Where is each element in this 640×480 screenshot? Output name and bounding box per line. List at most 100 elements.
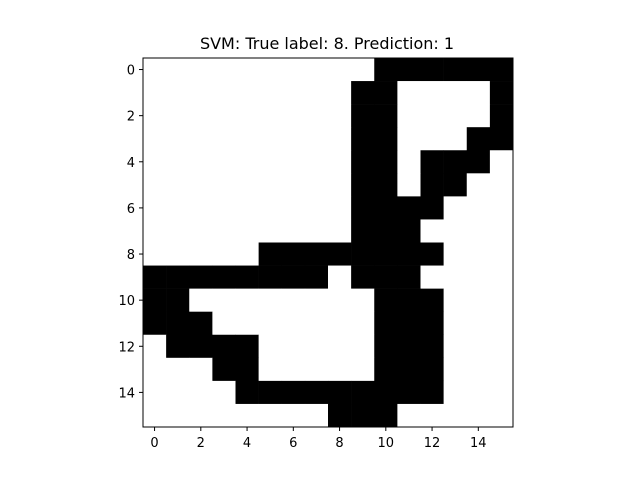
heatmap-cell (397, 150, 421, 174)
heatmap-cell (143, 173, 167, 197)
heatmap-cell (166, 242, 190, 266)
heatmap-cell (212, 104, 236, 128)
heatmap-cell (281, 127, 306, 151)
heatmap-cell (258, 196, 283, 220)
heatmap-cell (166, 173, 190, 197)
heatmap-cell (235, 265, 259, 289)
heatmap-cell (443, 58, 468, 82)
heatmap-cell (489, 380, 514, 405)
heatmap-cell (489, 58, 514, 82)
heatmap-cell (328, 403, 352, 428)
heatmap-cell (374, 219, 398, 243)
heatmap-cell (258, 150, 283, 174)
heatmap-cell (212, 196, 236, 220)
heatmap-cell (166, 288, 190, 312)
heatmap-cell (466, 173, 491, 197)
heatmap-cell (466, 196, 491, 220)
heatmap-cell (351, 58, 375, 82)
heatmap-cell (351, 219, 375, 243)
heatmap-cell (281, 334, 306, 359)
heatmap-cell (304, 150, 329, 174)
heatmap-cell (166, 219, 190, 243)
heatmap-cell (374, 334, 398, 359)
heatmap-cell (443, 104, 468, 128)
heatmap-cell (304, 242, 329, 266)
heatmap-cell (258, 288, 283, 312)
heatmap-cell (397, 58, 421, 82)
heatmap-cell (443, 219, 468, 243)
heatmap-cell (328, 288, 352, 312)
heatmap-cell (328, 265, 352, 289)
heatmap-cell (304, 196, 329, 220)
heatmap-cell (443, 173, 468, 197)
heatmap-cell (304, 104, 329, 128)
heatmap-cell (466, 357, 491, 382)
heatmap-cell (235, 242, 259, 266)
heatmap-cell (351, 242, 375, 266)
heatmap-cell (304, 380, 329, 405)
heatmap-cell (328, 196, 352, 220)
heatmap-cell (351, 196, 375, 220)
y-tick-label: 6 (127, 202, 135, 217)
x-axis: 0 2 4 6 8 10 12 14 (150, 427, 487, 451)
heatmap-cell (374, 150, 398, 174)
heatmap-cell (189, 357, 213, 382)
heatmap-cell (212, 380, 236, 405)
y-tick-label: 2 (127, 110, 135, 125)
heatmap-cell (281, 81, 306, 105)
heatmap-cell (489, 127, 514, 151)
heatmap-cell (235, 357, 259, 382)
heatmap-cell (489, 288, 514, 312)
heatmap-cell (235, 219, 259, 243)
heatmap-cell (443, 311, 468, 336)
heatmap-cell (489, 219, 514, 243)
heatmap-cell (489, 357, 514, 382)
heatmap-cell (351, 150, 375, 174)
heatmap-cell (281, 196, 306, 220)
heatmap-cell (397, 334, 421, 359)
heatmap-cell (143, 403, 167, 428)
heatmap-cell (351, 104, 375, 128)
x-tick-label: 0 (150, 436, 158, 451)
heatmap-cell (258, 81, 283, 105)
heatmap-cell (143, 242, 167, 266)
heatmap-cell (328, 104, 352, 128)
heatmap-cell (443, 357, 468, 382)
heatmap-cell (258, 334, 283, 359)
heatmap-cell (466, 334, 491, 359)
heatmap-cell (235, 127, 259, 151)
heatmap-cell (397, 173, 421, 197)
heatmap-cell (374, 265, 398, 289)
x-tick-label: 4 (243, 436, 251, 451)
heatmap-cell (420, 265, 444, 289)
heatmap-cell (420, 242, 444, 266)
heatmap-cell (212, 357, 236, 382)
heatmap-cell (420, 380, 444, 405)
heatmap-cell (212, 265, 236, 289)
heatmap-cell (443, 81, 468, 105)
heatmap-cell (143, 288, 167, 312)
heatmap-cell (235, 150, 259, 174)
heatmap-cell (281, 150, 306, 174)
heatmap-cell (374, 357, 398, 382)
heatmap-cell (397, 357, 421, 382)
heatmap-cell (143, 334, 167, 359)
heatmap-cell (304, 173, 329, 197)
heatmap-cell (466, 265, 491, 289)
heatmap-cell (143, 127, 167, 151)
heatmap-cell (143, 150, 167, 174)
heatmap-cell (212, 219, 236, 243)
heatmap-cell (328, 58, 352, 82)
y-tick-label: 8 (127, 248, 135, 263)
heatmap-cell (235, 81, 259, 105)
heatmap-cell (466, 242, 491, 266)
heatmap-cell (328, 150, 352, 174)
heatmap-cell (189, 265, 213, 289)
heatmap-cell (189, 104, 213, 128)
heatmap-cell (351, 403, 375, 428)
heatmap-cell (351, 173, 375, 197)
heatmap-cell (420, 81, 444, 105)
heatmap-cell (304, 403, 329, 428)
heatmap-cell (351, 311, 375, 336)
heatmap-cell (189, 219, 213, 243)
